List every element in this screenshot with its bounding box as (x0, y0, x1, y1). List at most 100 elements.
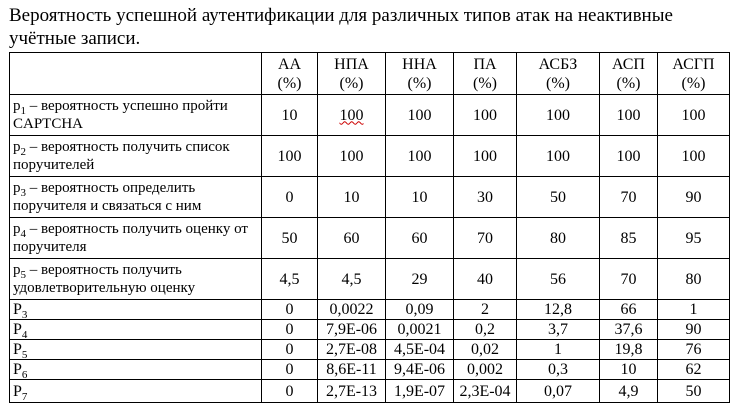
table-cell: 4,5E-04 (385, 339, 454, 360)
table-cell: 90 (657, 176, 730, 218)
column-header: ПА (%) (453, 52, 517, 95)
row-label: p5 – вероятность получить удовлетворител… (9, 258, 262, 300)
table-cell: 50 (261, 217, 318, 259)
table-cell: 2 (453, 299, 517, 320)
table-cell: 66 (599, 299, 658, 320)
table-cell: 100 (453, 135, 517, 177)
table-cell: 90 (657, 319, 730, 340)
table-cell: 0,02 (453, 339, 517, 360)
table-cell: 40 (453, 258, 517, 300)
table-row: p3 – вероятность определить поручителя и… (9, 176, 730, 218)
table-cell: 85 (599, 217, 658, 259)
table-cell: 1,9E-07 (385, 379, 454, 403)
table-cell: 2,3E-04 (453, 379, 517, 403)
table-cell: 10 (261, 94, 318, 136)
table-cell: 1 (657, 299, 730, 320)
table-cell: 100 (599, 94, 658, 136)
table-cell: 100 (385, 94, 454, 136)
table-cell: 7,9E-06 (317, 319, 386, 340)
table-cell: 0,0022 (317, 299, 386, 320)
header-corner-cell (9, 52, 262, 95)
table-cell: 0 (261, 176, 318, 218)
row-label: p2 – вероятность получить список поручит… (9, 135, 262, 177)
table-cell: 30 (453, 176, 517, 218)
table-cell: 100 (453, 94, 517, 136)
column-header: АСГП (%) (657, 52, 730, 95)
table-cell: 70 (599, 258, 658, 300)
table-cell: 10 (385, 176, 454, 218)
table-cell: 100 (317, 135, 386, 177)
table-cell: 0,002 (453, 359, 517, 380)
table-cell: 10 (317, 176, 386, 218)
table-cell: 3,7 (516, 319, 600, 340)
table-row: P4 0 7,9E-06 0,0021 0,2 3,7 37,6 90 (9, 319, 730, 340)
column-header: ННА (%) (385, 52, 454, 95)
column-header: АСП (%) (599, 52, 658, 95)
table-cell: 0,0021 (385, 319, 454, 340)
table-cell: 100 (516, 135, 600, 177)
table-cell: 80 (516, 217, 600, 259)
table-cell: 9,4E-06 (385, 359, 454, 380)
table-cell: 0 (261, 359, 318, 380)
table-cell: 12,8 (516, 299, 600, 320)
table-caption: Вероятность успешной аутентификации для … (9, 5, 673, 49)
table-row: P3 0 0,0022 0,09 2 12,8 66 1 (9, 299, 730, 320)
row-label: p4 – вероятность получить оценку от пору… (9, 217, 262, 259)
table-cell: 0 (261, 319, 318, 340)
table-row: p1 – вероятность успешно пройти CAPTCHA … (9, 94, 730, 136)
table-cell: 62 (657, 359, 730, 380)
row-label: P6 (9, 359, 262, 380)
table-cell: 29 (385, 258, 454, 300)
table-cell: 4,5 (317, 258, 386, 300)
table-cell: 0 (261, 299, 318, 320)
table-cell: 2,7E-08 (317, 339, 386, 360)
table-cell: 0,07 (516, 379, 600, 403)
table-cell: 100 (261, 135, 318, 177)
table-cell: 76 (657, 339, 730, 360)
table-cell: 50 (516, 176, 600, 218)
table-cell: 100 (657, 94, 730, 136)
row-label: P5 (9, 339, 262, 360)
table-cell: 100 (657, 135, 730, 177)
table-row: p5 – вероятность получить удовлетворител… (9, 258, 730, 300)
table-cell: 100 (317, 94, 386, 136)
table-cell: 0,09 (385, 299, 454, 320)
table-cell: 50 (657, 379, 730, 403)
table-cell: 8,6E-11 (317, 359, 386, 380)
table-cell: 56 (516, 258, 600, 300)
row-label: P3 (9, 299, 262, 320)
row-label: p3 – вероятность определить поручителя и… (9, 176, 262, 218)
row-label: P4 (9, 319, 262, 340)
table-cell: 0,2 (453, 319, 517, 340)
table-row: P5 0 2,7E-08 4,5E-04 0,02 1 19,8 76 (9, 339, 730, 360)
table-row: p2 – вероятность получить список поручит… (9, 135, 730, 177)
table-cell: 100 (385, 135, 454, 177)
table-cell: 60 (385, 217, 454, 259)
table-cell: 80 (657, 258, 730, 300)
table-cell: 0 (261, 379, 318, 403)
table-cell: 60 (317, 217, 386, 259)
table-cell: 4,5 (261, 258, 318, 300)
table-cell: 100 (516, 94, 600, 136)
column-header: АА (%) (261, 52, 318, 95)
table-row: p4 – вероятность получить оценку от пору… (9, 217, 730, 259)
table-row: P6 0 8,6E-11 9,4E-06 0,002 0,3 10 62 (9, 359, 730, 380)
table-cell: 95 (657, 217, 730, 259)
column-header: АСБЗ (%) (516, 52, 600, 95)
table-cell: 4,9 (599, 379, 658, 403)
row-label: p1 – вероятность успешно пройти CAPTCHA (9, 94, 262, 136)
header-row: АА (%) НПА (%) ННА (%) ПА (%) АСБЗ (%) АСП (%)… (9, 52, 730, 95)
column-header: НПА (%) (317, 52, 386, 95)
table-cell: 0,3 (516, 359, 600, 380)
table-cell: 1 (516, 339, 600, 360)
table-cell: 0 (261, 339, 318, 360)
results-table: АА (%) НПА (%) ННА (%) ПА (%) АСБЗ (%) АСП (%)… (9, 52, 730, 403)
table-row: P7 0 2,7E-13 1,9E-07 2,3E-04 0,07 4,9 50 (9, 379, 730, 403)
row-label: P7 (9, 379, 262, 403)
table-cell: 2,7E-13 (317, 379, 386, 403)
table-cell: 10 (599, 359, 658, 380)
table-cell: 100 (599, 135, 658, 177)
table-cell: 37,6 (599, 319, 658, 340)
table-cell: 70 (453, 217, 517, 259)
table-cell: 70 (599, 176, 658, 218)
